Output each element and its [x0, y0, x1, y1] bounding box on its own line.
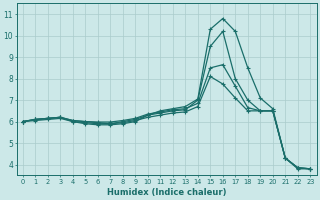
X-axis label: Humidex (Indice chaleur): Humidex (Indice chaleur) [107, 188, 226, 197]
